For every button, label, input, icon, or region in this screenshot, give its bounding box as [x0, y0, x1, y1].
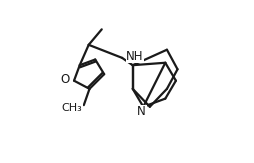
Text: O: O	[60, 73, 69, 86]
Text: CH₃: CH₃	[61, 103, 82, 113]
Text: NH: NH	[126, 50, 144, 63]
Text: N: N	[137, 105, 146, 118]
